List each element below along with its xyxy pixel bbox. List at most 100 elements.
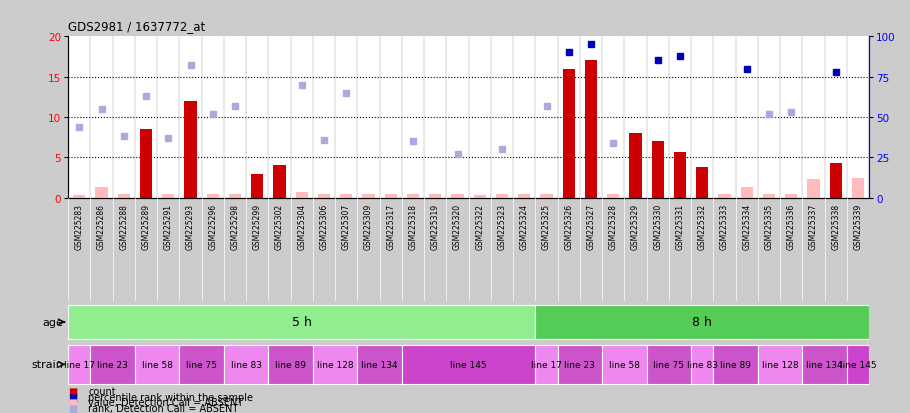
Text: age: age [43,317,64,327]
Text: GSM225326: GSM225326 [564,204,573,249]
Text: GSM225331: GSM225331 [675,204,684,249]
Text: GSM225325: GSM225325 [542,204,551,249]
Text: GSM225304: GSM225304 [298,204,307,249]
Text: GSM225307: GSM225307 [342,204,351,249]
Bar [430,195,441,198]
Text: GSM225322: GSM225322 [475,204,484,249]
Text: line 128: line 128 [317,360,353,369]
Bar [847,345,869,384]
Text: line 145: line 145 [450,360,487,369]
Text: 8 h: 8 h [693,316,713,329]
Bar [362,194,375,198]
Text: GSM225296: GSM225296 [208,204,217,249]
Text: line 89: line 89 [275,360,306,369]
Bar [318,195,330,198]
Bar [207,195,219,198]
Bar [185,102,197,198]
Text: line 134: line 134 [361,360,398,369]
Text: GSM225335: GSM225335 [764,204,774,249]
Bar [268,345,313,384]
Text: GSM225323: GSM225323 [498,204,507,249]
Text: count: count [88,387,116,396]
Bar [68,345,90,384]
Text: GSM225299: GSM225299 [253,204,262,249]
Text: GSM225319: GSM225319 [430,204,440,249]
Text: line 23: line 23 [97,360,128,369]
Bar [90,345,135,384]
Text: strain: strain [32,359,64,370]
Text: line 128: line 128 [762,360,798,369]
Bar [229,194,241,198]
Bar [558,345,602,384]
Text: value, Detection Call = ABSENT: value, Detection Call = ABSENT [88,397,243,407]
Bar [852,178,864,198]
Text: GSM225324: GSM225324 [520,204,529,249]
Text: GSM225289: GSM225289 [142,204,151,249]
Bar [340,195,352,198]
Text: ■: ■ [68,397,77,407]
Text: line 134: line 134 [806,360,843,369]
Text: line 145: line 145 [840,360,876,369]
Text: GSM225330: GSM225330 [653,204,662,249]
Bar [473,196,486,198]
Bar [73,196,86,198]
Text: GSM225337: GSM225337 [809,204,818,249]
Bar [451,195,464,198]
Bar [224,345,268,384]
Bar [358,345,402,384]
Bar [407,195,420,198]
Bar [696,168,708,198]
Text: line 89: line 89 [720,360,751,369]
Text: ■: ■ [68,403,77,413]
Bar [785,194,797,198]
Text: GSM225317: GSM225317 [386,204,395,249]
Bar [830,164,842,198]
Bar [718,195,731,198]
Text: GSM225339: GSM225339 [854,204,863,249]
Text: GSM225286: GSM225286 [97,204,106,249]
Bar [68,306,535,339]
Bar [135,345,179,384]
Bar [602,345,647,384]
Bar [647,345,691,384]
Text: GSM225332: GSM225332 [698,204,707,249]
Bar [535,345,558,384]
Bar [803,345,847,384]
Bar [518,195,531,198]
Bar [140,130,152,198]
Bar [607,195,620,198]
Bar [273,166,286,198]
Bar [296,192,308,198]
Bar [402,345,535,384]
Text: GSM225328: GSM225328 [609,204,618,249]
Bar [162,194,175,198]
Text: line 58: line 58 [142,360,173,369]
Text: line 75: line 75 [187,360,217,369]
Text: GSM225309: GSM225309 [364,204,373,249]
Bar [807,180,820,198]
Text: GSM225329: GSM225329 [631,204,640,249]
Bar [535,306,869,339]
Text: line 83: line 83 [231,360,262,369]
Text: GSM225302: GSM225302 [275,204,284,249]
Bar [179,345,224,384]
Bar [758,345,803,384]
Text: GSM225306: GSM225306 [319,204,329,249]
Text: line 17: line 17 [64,360,95,369]
Text: rank, Detection Call = ABSENT: rank, Detection Call = ABSENT [88,403,238,413]
Bar [673,152,686,198]
Bar [251,174,264,198]
Text: line 17: line 17 [531,360,562,369]
Text: ■: ■ [68,392,77,402]
Text: GSM225283: GSM225283 [75,204,84,249]
Text: line 23: line 23 [564,360,595,369]
Bar [313,345,358,384]
Text: GSM225288: GSM225288 [119,204,128,249]
Bar [713,345,758,384]
Text: line 58: line 58 [609,360,640,369]
Text: 5 h: 5 h [292,316,312,329]
Text: GDS2981 / 1637772_at: GDS2981 / 1637772_at [68,20,206,33]
Text: line 83: line 83 [687,360,718,369]
Text: line 75: line 75 [653,360,684,369]
Text: GSM225320: GSM225320 [453,204,462,249]
